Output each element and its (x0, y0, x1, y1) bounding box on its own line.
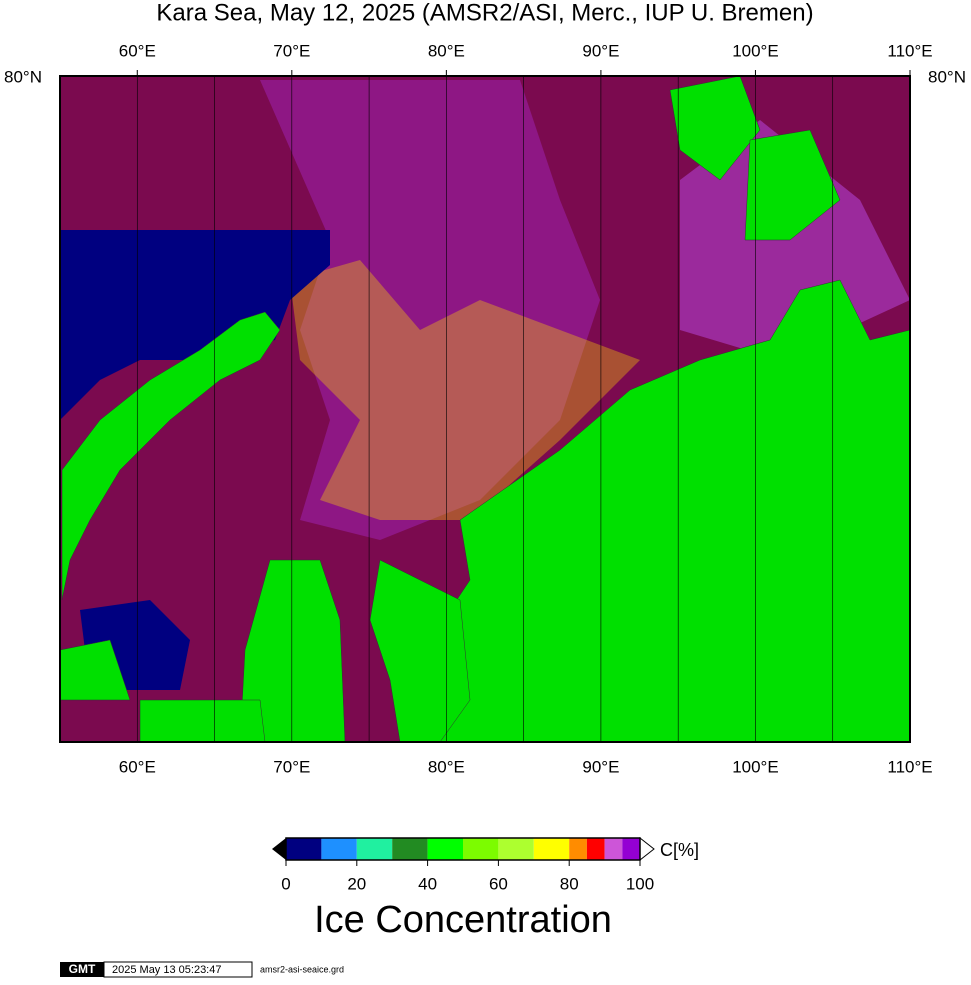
colorbar-segment (498, 838, 534, 860)
colorbar-tick-label: 60 (489, 874, 508, 893)
colorbar-segment (463, 838, 499, 860)
colorbar-segment (321, 838, 357, 860)
lon-label: 110°E (887, 757, 932, 776)
colorbar-tick-label: 80 (560, 874, 579, 893)
colorbar-over (639, 836, 655, 862)
colorbar-segment (356, 838, 393, 860)
lon-label: 100°E (732, 757, 779, 776)
colorbar: C[%] Ice Concentration 0 20 40 60 80 100 (272, 836, 699, 941)
lat-label: 80°N (928, 67, 966, 86)
land (744, 129, 841, 241)
colorbar-segment (392, 838, 428, 860)
colorbar-under (272, 838, 286, 860)
map-frame (59, 75, 911, 743)
ice-mix (260, 80, 600, 540)
colorbar-unit: C[%] (660, 840, 699, 860)
map: 80°N 80°N (4, 67, 966, 743)
land (139, 699, 266, 743)
title: Kara Sea, May 12, 2025 (AMSR2/ASI, Merc.… (156, 0, 813, 26)
colorbar-segment (427, 838, 463, 860)
lon-label: 90°E (582, 41, 619, 60)
colorbar-segment (586, 838, 605, 860)
open-water (60, 230, 330, 420)
colorbar-segment (533, 838, 570, 860)
lon-label: 70°E (273, 757, 310, 776)
ice-mix (680, 120, 910, 360)
timestamp: 2025 May 13 05:23:47 (112, 964, 221, 976)
lat-label: 80°N (4, 67, 42, 86)
colorbar-tick-label: 0 (281, 874, 290, 893)
colorbar-tick-label: 40 (418, 874, 437, 893)
land (61, 311, 281, 601)
file-name: amsr2-asi-seaice.grd (260, 964, 344, 974)
colorbar-frame (285, 837, 641, 861)
logo-box (60, 962, 104, 977)
timestamp-box (103, 961, 253, 978)
lon-label: 90°E (582, 757, 619, 776)
colorbar-label: Ice Concentration (314, 899, 612, 941)
lon-label: 110°E (887, 41, 932, 60)
colorbar-tick-label: 100 (626, 874, 654, 893)
lon-label: 80°E (428, 41, 465, 60)
colorbar-segment (604, 838, 623, 860)
colorbar-segment (286, 838, 322, 860)
colorbar-tick-label: 20 (347, 874, 366, 893)
lon-label: 60°E (119, 757, 156, 776)
lon-label: 60°E (119, 41, 156, 60)
footer: GMT 2025 May 13 05:23:47 amsr2-asi-seaic… (60, 961, 344, 978)
logo: GMT (69, 962, 96, 976)
colorbar-segment (569, 838, 587, 860)
graticule (136, 76, 834, 742)
lon-label: 100°E (732, 41, 779, 60)
colorbar-segment (622, 838, 640, 860)
ice-mix (290, 260, 640, 520)
lon-label: 70°E (273, 41, 310, 60)
lon-label: 80°E (428, 757, 465, 776)
